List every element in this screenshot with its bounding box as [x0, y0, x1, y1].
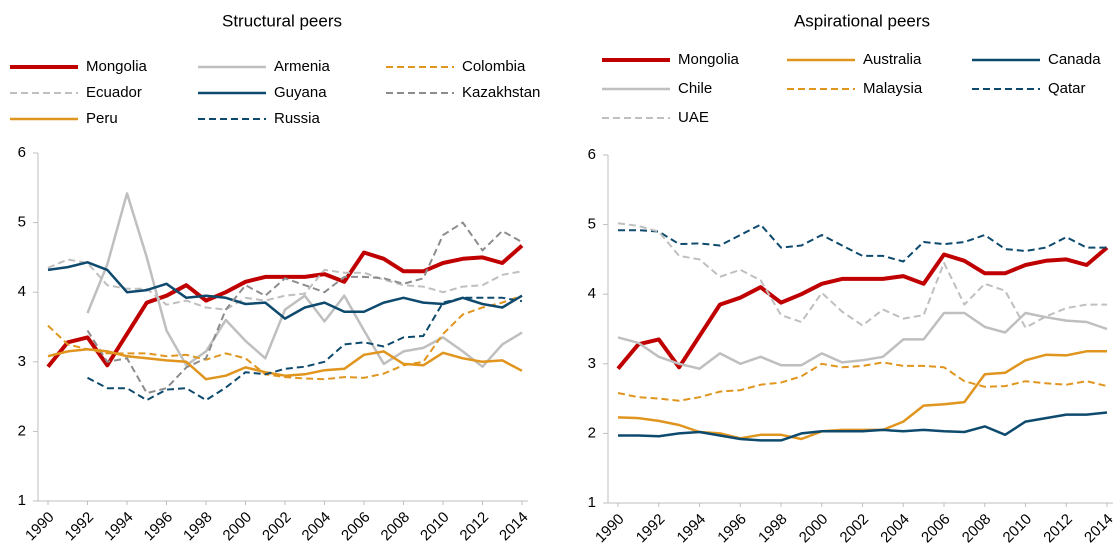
y-tick-label: 4: [588, 285, 596, 302]
legend-label: Russia: [274, 110, 321, 127]
series-line: [47, 348, 523, 381]
x-tick-label: 1998: [180, 509, 216, 545]
legend-label: Malaysia: [863, 80, 923, 97]
x-tick-label: 2002: [259, 509, 295, 545]
legend-label: Guyana: [274, 84, 327, 101]
y-tick-label: 1: [18, 492, 26, 509]
x-tick-label: 2012: [1040, 511, 1076, 547]
x-tick-label: 1996: [714, 511, 750, 547]
x-tick-label: 2014: [1081, 511, 1117, 547]
x-tick-label: 2002: [837, 511, 873, 547]
x-tick-label: 2006: [918, 511, 954, 547]
legend-label: Armenia: [274, 58, 331, 75]
series-line: [47, 261, 523, 320]
series-line: [616, 246, 1109, 370]
legend-label: Colombia: [462, 58, 526, 75]
y-tick-label: 5: [588, 216, 596, 233]
x-tick-label: 1992: [62, 509, 98, 545]
x-tick-label: 1990: [592, 511, 628, 547]
legend-label: Qatar: [1048, 80, 1086, 97]
y-tick-label: 3: [18, 353, 26, 370]
y-tick-label: 1: [588, 494, 596, 511]
x-tick-label: 2010: [417, 509, 453, 545]
y-tick-label: 3: [588, 355, 596, 372]
y-tick-label: 6: [18, 144, 26, 161]
x-tick-label: 1994: [101, 509, 137, 545]
series-line: [46, 244, 524, 368]
x-tick-label: 2012: [457, 509, 493, 545]
series-line: [617, 311, 1108, 370]
chart-title: Aspirational peers: [794, 11, 930, 30]
legend-label: Australia: [863, 51, 922, 68]
x-tick-label: 2010: [1000, 511, 1036, 547]
x-tick-label: 1998: [755, 511, 791, 547]
x-tick-label: 2008: [959, 511, 995, 547]
x-tick-label: 1990: [22, 509, 58, 545]
series-line: [86, 192, 523, 368]
x-tick-label: 2014: [496, 509, 532, 545]
y-tick-label: 5: [18, 214, 26, 231]
legend-label: UAE: [678, 109, 709, 126]
x-tick-label: 1994: [674, 511, 710, 547]
series-line: [618, 411, 1108, 442]
series-line: [87, 296, 523, 402]
x-tick-label: 2000: [796, 511, 832, 547]
legend-label: Mongolia: [678, 51, 740, 68]
legend-label: Canada: [1048, 51, 1101, 68]
x-tick-label: 1996: [141, 509, 177, 545]
legend-label: Peru: [86, 110, 118, 127]
x-tick-label: 2006: [338, 509, 374, 545]
x-tick-label: 2008: [378, 509, 414, 545]
x-tick-label: 2004: [299, 509, 335, 545]
series-line: [618, 223, 1107, 263]
legend-label: Mongolia: [86, 58, 148, 75]
chart-title: Structural peers: [222, 11, 342, 30]
x-tick-label: 1992: [633, 511, 669, 547]
y-tick-label: 6: [588, 146, 596, 163]
legend-label: Kazakhstan: [462, 84, 540, 101]
y-tick-label: 4: [18, 283, 26, 300]
y-tick-label: 2: [588, 424, 596, 441]
y-tick-label: 2: [18, 422, 26, 439]
legend-label: Chile: [678, 80, 712, 97]
series-line: [617, 361, 1108, 402]
series-line: [47, 258, 523, 311]
series-line: [617, 350, 1107, 441]
series-line: [47, 294, 523, 381]
legend-label: Ecuador: [86, 84, 142, 101]
x-tick-label: 2004: [877, 511, 913, 547]
series-line: [617, 222, 1107, 329]
x-tick-label: 2000: [220, 509, 256, 545]
series-line: [86, 221, 523, 395]
